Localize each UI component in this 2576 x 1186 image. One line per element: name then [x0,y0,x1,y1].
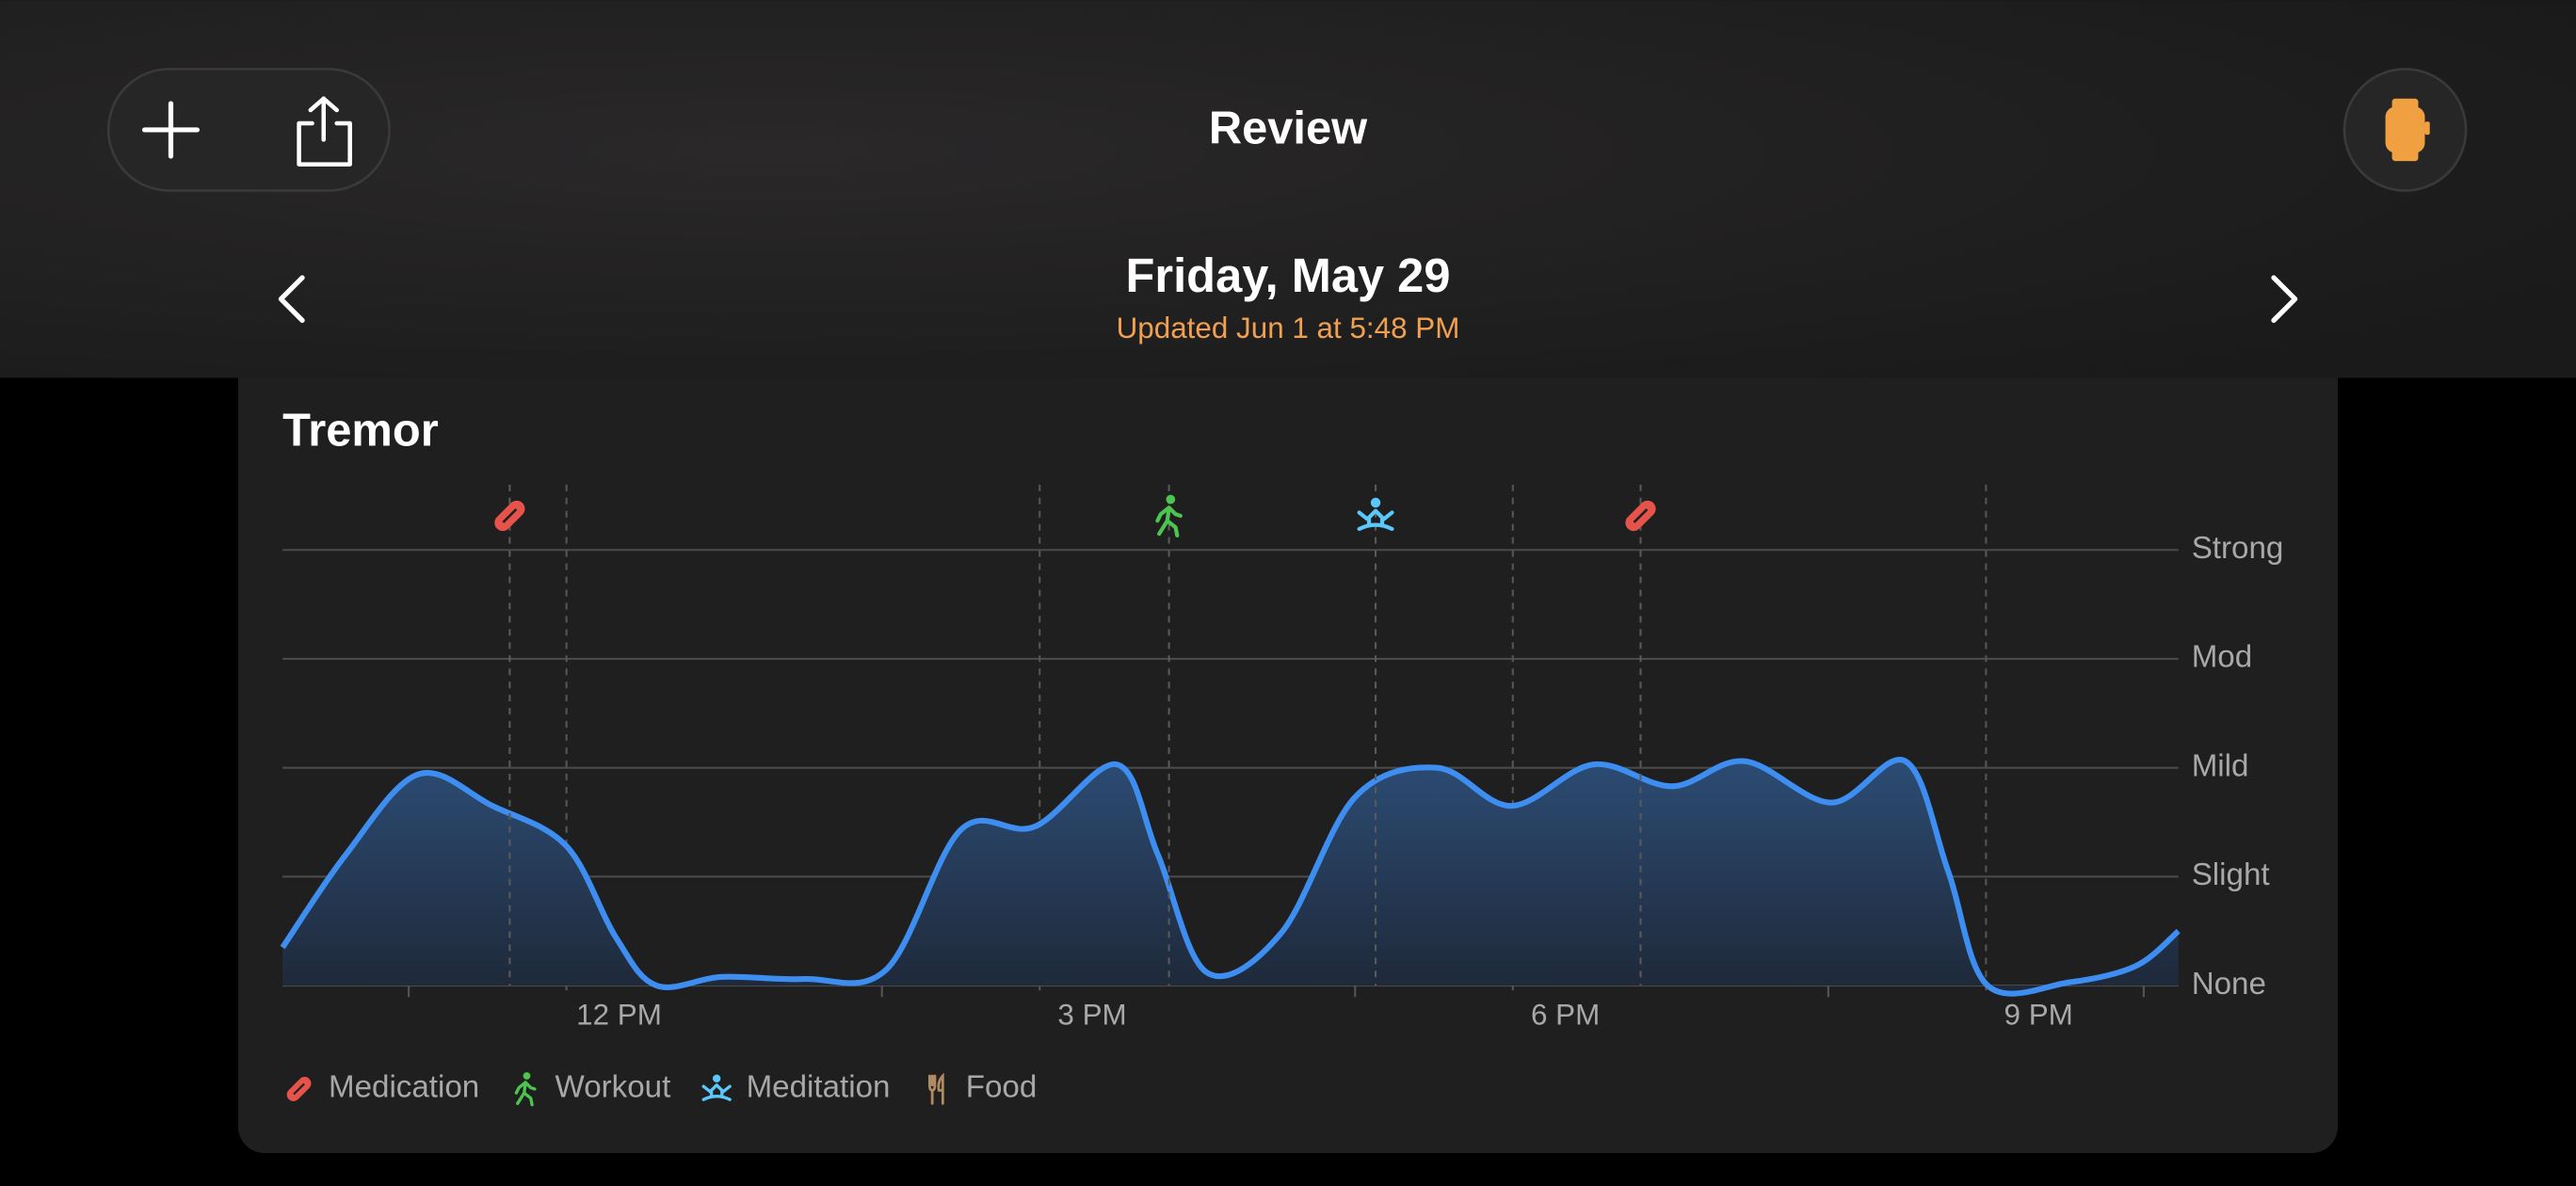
legend-icon [514,1072,537,1107]
y-tick-label: Slight [2192,857,2270,892]
watch-icon [2385,98,2430,162]
date-subtitle: Updated Jun 1 at 5:48 PM [1117,312,1460,345]
header [0,0,2576,378]
date-title: Friday, May 29 [1126,248,1451,302]
y-tick-label: Mild [2192,748,2249,783]
toolbar-pill [106,68,391,192]
legend-icon-part [523,1072,531,1080]
event-icon-part [1370,497,1381,508]
x-tick-label: 12 PM [576,998,662,1031]
y-tick-label: None [2192,967,2266,1002]
legend-label: Workout [555,1070,671,1105]
legend: Medication Workout Meditation Food [286,1070,1038,1107]
x-tick-label: 6 PM [1531,998,1600,1031]
add-button[interactable] [141,101,201,159]
legend-icon [701,1074,732,1101]
event-icon [1625,500,1656,532]
x-tick-label: 3 PM [1057,998,1126,1031]
chart-title: Tremor [282,406,439,457]
x-tick-label: 9 PM [2004,998,2073,1031]
page-title: Review [1209,104,1368,154]
next-day[interactable] [2271,275,2298,323]
event-icon-part [1357,508,1394,532]
y-tick-label: Mod [2192,640,2252,675]
event-icon-part [1155,505,1183,538]
event-icon-part [502,508,518,523]
legend-icon [927,1072,944,1105]
legend-icon-part [927,1072,944,1105]
legend-icon-part [514,1081,537,1107]
legend-label: Meditation [747,1070,891,1105]
event-icon-part [1166,494,1176,505]
y-tick-label: Strong [2192,531,2284,566]
plot: None Slight Mild Mod Strong 12 PM 3 PM 6 PM 9 PM [280,484,2284,1031]
event-icon-part [1633,508,1649,523]
area [282,759,2179,994]
line [280,756,2181,997]
legend-icon-part [701,1083,732,1101]
share-button[interactable] [297,96,352,167]
legend-icon-part [712,1074,721,1082]
legend-label: Medication [329,1070,479,1105]
previous-day[interactable] [278,275,305,323]
legend-label: Food [966,1070,1038,1105]
event-icon [1357,497,1394,532]
legend-icon [286,1077,312,1101]
event-icon [494,500,525,532]
event-icon [1155,494,1183,538]
legend-icon-part [293,1082,305,1096]
